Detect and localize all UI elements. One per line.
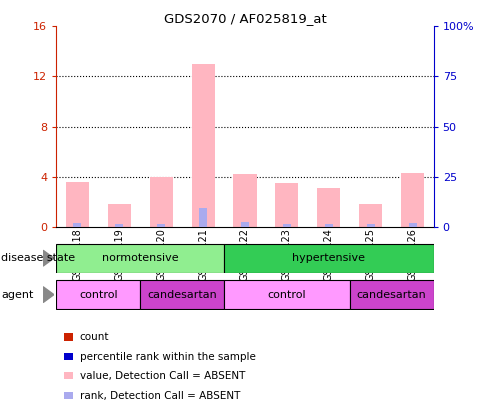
Bar [401, 173, 424, 227]
Text: candesartan: candesartan [357, 290, 427, 300]
Text: normotensive: normotensive [102, 253, 178, 263]
Bar [350, 280, 434, 309]
Polygon shape [43, 250, 54, 266]
Bar [149, 177, 172, 227]
Bar [192, 64, 215, 227]
Bar [115, 224, 123, 227]
Bar [56, 244, 224, 273]
Text: value, Detection Call = ABSENT: value, Detection Call = ABSENT [80, 371, 245, 381]
Bar [157, 224, 165, 227]
Bar [325, 224, 333, 227]
Bar [283, 224, 291, 227]
Text: control: control [79, 290, 118, 300]
Text: disease state: disease state [1, 253, 75, 263]
Bar [409, 223, 416, 227]
Bar [108, 204, 131, 227]
Text: hypertensive: hypertensive [293, 253, 366, 263]
Bar [233, 174, 257, 227]
Bar [224, 244, 434, 273]
Text: percentile rank within the sample: percentile rank within the sample [80, 352, 256, 362]
Bar [66, 182, 89, 227]
Bar [140, 280, 224, 309]
Text: count: count [80, 333, 109, 342]
Text: candesartan: candesartan [147, 290, 217, 300]
Bar [367, 224, 375, 227]
Bar [318, 188, 341, 227]
Text: control: control [268, 290, 306, 300]
Bar [224, 280, 350, 309]
Text: rank, Detection Call = ABSENT: rank, Detection Call = ABSENT [80, 391, 240, 401]
Bar [275, 183, 298, 227]
Bar [199, 208, 207, 227]
Text: agent: agent [1, 290, 34, 300]
Bar [359, 204, 382, 227]
Bar [74, 223, 81, 227]
Polygon shape [43, 287, 54, 303]
Bar [56, 280, 140, 309]
Title: GDS2070 / AF025819_at: GDS2070 / AF025819_at [164, 12, 326, 25]
Bar [241, 222, 249, 227]
